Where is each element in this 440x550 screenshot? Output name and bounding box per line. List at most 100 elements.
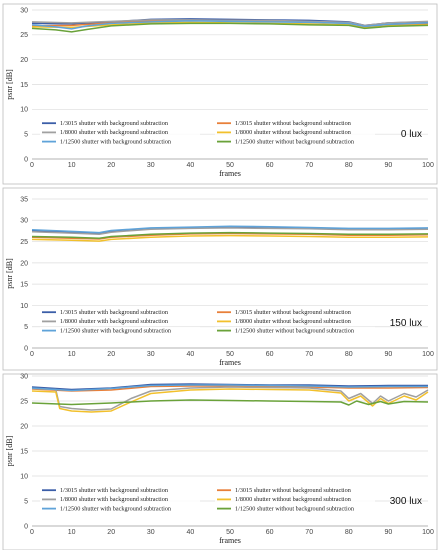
legend-entry-bg — [40, 317, 200, 326]
legend-entry-bg — [40, 119, 200, 128]
y-tick-label: 25 — [20, 239, 28, 246]
x-tick-label: 100 — [422, 351, 434, 358]
x-axis-label: frames — [219, 169, 241, 178]
series-line — [31, 385, 429, 392]
x-tick-label: 30 — [147, 351, 155, 358]
series-line — [31, 399, 429, 406]
legend-label: 1/8000 shutter without background subtra… — [235, 129, 351, 136]
x-axis-label: frames — [219, 536, 241, 545]
x-tick-label: 10 — [68, 162, 76, 169]
legend-label: 1/12500 shutter with background subtract… — [60, 327, 171, 334]
legend-label: 1/8000 shutter without background subtra… — [235, 318, 351, 325]
x-tick-label: 0 — [30, 529, 34, 536]
x-tick-label: 0 — [30, 351, 34, 358]
x-tick-label: 70 — [305, 162, 313, 169]
y-axis-label: psnr [dB] — [5, 69, 14, 100]
legend-entry-bg — [215, 308, 375, 317]
x-tick-label: 60 — [266, 529, 274, 536]
y-tick-label: 0 — [24, 523, 28, 530]
y-tick-label: 5 — [24, 324, 28, 331]
x-tick-label: 50 — [226, 351, 234, 358]
x-tick-label: 90 — [385, 529, 393, 536]
x-tick-label: 30 — [147, 162, 155, 169]
panel-label: 150 lux — [390, 318, 422, 329]
x-tick-label: 0 — [30, 162, 34, 169]
legend-entry-bg — [215, 317, 375, 326]
series-line — [31, 19, 429, 27]
x-tick-label: 40 — [187, 529, 195, 536]
legend-entry-bg — [215, 119, 375, 128]
legend-label: 1/3015 shutter with background subtracti… — [60, 309, 168, 316]
series-line — [31, 384, 428, 392]
y-tick-label: 30 — [20, 7, 28, 14]
legend-label: 1/12500 shutter without background subtr… — [235, 505, 354, 512]
series-line — [31, 234, 429, 242]
panel-frame — [2, 3, 438, 185]
legend-label: 1/12500 shutter without background subtr… — [235, 138, 354, 145]
series-line — [31, 225, 429, 234]
y-tick-label: 20 — [20, 57, 28, 64]
y-tick-label: 10 — [20, 473, 28, 480]
legend-entry-bg — [215, 326, 375, 335]
y-tick-label: 10 — [20, 107, 28, 114]
series-line — [31, 386, 429, 411]
y-tick-label: 30 — [20, 218, 28, 225]
series-line — [31, 22, 429, 33]
legend-entry-bg — [40, 504, 200, 513]
series-line — [31, 227, 429, 236]
x-tick-label: 100 — [422, 529, 434, 536]
series-line — [31, 232, 429, 240]
series-line — [31, 231, 429, 239]
y-tick-label: 30 — [20, 373, 28, 380]
y-axis-label: psnr [dB] — [5, 435, 14, 466]
y-tick-label: 15 — [20, 448, 28, 455]
y-tick-label: 5 — [24, 132, 28, 139]
x-tick-label: 80 — [345, 529, 353, 536]
x-tick-label: 100 — [422, 162, 434, 169]
x-tick-label: 20 — [107, 351, 115, 358]
legend-label: 1/12500 shutter with background subtract… — [60, 505, 171, 512]
x-tick-label: 80 — [345, 162, 353, 169]
legend-label: 1/3015 shutter without background subtra… — [235, 120, 351, 127]
series-line — [31, 388, 429, 413]
legend-label: 1/8000 shutter with background subtracti… — [60, 129, 168, 136]
legend-label: 1/3015 shutter without background subtra… — [235, 487, 351, 494]
x-tick-label: 40 — [187, 351, 195, 358]
x-tick-label: 70 — [305, 351, 313, 358]
legend-entry-bg — [215, 495, 375, 504]
x-tick-label: 80 — [345, 351, 353, 358]
legend-entry-bg — [215, 137, 375, 146]
y-tick-label: 20 — [20, 423, 28, 430]
legend-entry-bg — [215, 504, 375, 513]
x-tick-label: 10 — [68, 529, 76, 536]
y-tick-label: 25 — [20, 398, 28, 405]
legend-label: 1/12500 shutter with background subtract… — [60, 138, 171, 145]
x-tick-label: 50 — [226, 529, 234, 536]
legend-entry-bg — [40, 486, 200, 495]
x-tick-label: 20 — [107, 162, 115, 169]
y-tick-label: 15 — [20, 282, 28, 289]
y-tick-label: 15 — [20, 82, 28, 89]
x-tick-label: 90 — [385, 351, 393, 358]
legend-entry-bg — [40, 495, 200, 504]
x-tick-label: 90 — [385, 162, 393, 169]
legend-entry-bg — [215, 486, 375, 495]
x-tick-label: 40 — [187, 162, 195, 169]
series-line — [31, 20, 429, 30]
y-tick-label: 5 — [24, 498, 28, 505]
legend-entry-bg — [215, 128, 375, 137]
legend-label: 1/3015 shutter with background subtracti… — [60, 120, 168, 127]
legend-label: 1/8000 shutter with background subtracti… — [60, 496, 168, 503]
legend-label: 1/8000 shutter with background subtracti… — [60, 318, 168, 325]
y-tick-label: 10 — [20, 303, 28, 310]
legend-entry-bg — [40, 326, 200, 335]
legend-label: 1/3015 shutter without background subtra… — [235, 309, 351, 316]
panel-frame — [2, 187, 438, 371]
panel-label: 0 lux — [401, 129, 422, 140]
x-tick-label: 10 — [68, 351, 76, 358]
legend-label: 1/8000 shutter without background subtra… — [235, 496, 351, 503]
y-tick-label: 0 — [24, 156, 28, 163]
legend-label: 1/12500 shutter without background subtr… — [235, 327, 354, 334]
y-tick-label: 0 — [24, 345, 28, 352]
